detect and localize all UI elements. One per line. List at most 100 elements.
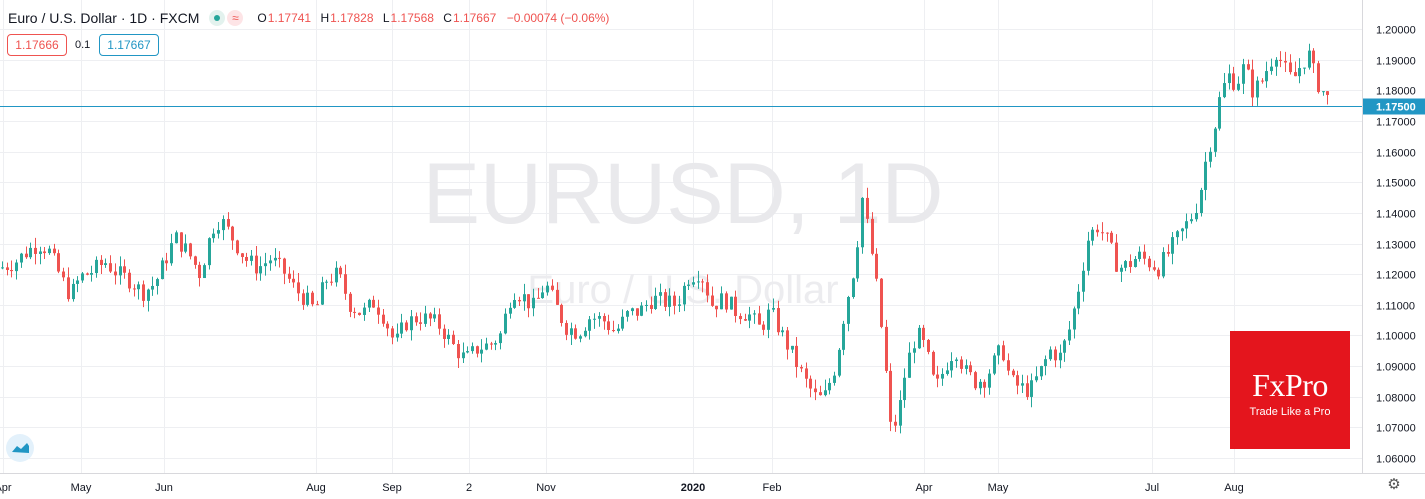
candle-body: [1232, 73, 1235, 90]
candle-body: [1251, 69, 1254, 98]
candle-body: [142, 284, 145, 301]
candle-body: [513, 299, 516, 308]
candle-body: [217, 230, 220, 234]
time-axis[interactable]: Apr May Jun Aug Sep 2 Nov 2020 Feb Apr May Jul Aug: [0, 482, 1244, 494]
candle-body: [1284, 60, 1287, 63]
candle-body: [81, 273, 84, 281]
ask-price-box[interactable]: 1.17667: [99, 34, 159, 56]
candle-body: [1120, 267, 1123, 272]
candle-body: [687, 284, 690, 286]
candle-body: [175, 232, 178, 244]
low-value: 1.17568: [390, 11, 434, 25]
candle-body: [72, 283, 75, 300]
candle-body: [1096, 229, 1099, 233]
price-tick-label: 1.13000: [1376, 240, 1416, 252]
candle-body: [161, 260, 164, 280]
candle-body: [67, 277, 70, 300]
candle-body: [922, 327, 925, 340]
candle-body: [368, 299, 371, 308]
candle-body: [1326, 91, 1329, 95]
candle-body: [861, 197, 864, 248]
time-tick-label: Feb: [763, 482, 782, 494]
gear-icon[interactable]: ⚙: [1387, 476, 1401, 493]
candle-body: [795, 345, 798, 368]
candle-body: [913, 348, 916, 353]
symbol-title[interactable]: Euro / U.S. Dollar · 1D · FXCM: [8, 10, 200, 26]
candle-body: [1214, 128, 1217, 152]
green-dot-icon[interactable]: [209, 10, 226, 26]
time-tick-label: May: [988, 482, 1009, 494]
candle-body: [212, 233, 215, 239]
candle-body: [438, 314, 441, 329]
candle-body: [490, 343, 493, 345]
candle-body: [697, 281, 700, 283]
price-tick-label: 1.06000: [1376, 454, 1416, 466]
candle-body: [353, 311, 356, 313]
candle-body: [997, 345, 1000, 356]
change-value: −0.00074 (−0.06%): [506, 11, 610, 25]
candle-body: [871, 218, 874, 254]
price-tick-label: 1.19000: [1376, 56, 1416, 68]
price-axis[interactable]: 1.20000 1.19000 1.18000 1.17000 1.16000 1.150…: [1376, 25, 1416, 466]
candle-body: [95, 259, 98, 274]
candle-body: [974, 372, 977, 389]
candle-body: [1115, 242, 1118, 272]
candle-body: [391, 328, 394, 338]
candle-body: [452, 334, 455, 345]
candle-body: [941, 373, 944, 379]
candle-body: [1270, 66, 1273, 72]
candle-body: [151, 285, 154, 290]
candle-body: [405, 322, 408, 331]
bid-price-box[interactable]: 1.17666: [7, 34, 67, 56]
candle-body: [833, 375, 836, 383]
candle-body: [1059, 352, 1062, 361]
candle-body: [429, 313, 432, 319]
candle-body: [932, 351, 935, 375]
wave-icon[interactable]: ≈: [227, 10, 244, 26]
candle-body: [979, 381, 982, 389]
price-tick-label: 1.20000: [1376, 25, 1416, 37]
price-tick-label: 1.09000: [1376, 362, 1416, 374]
candle-body: [969, 365, 972, 373]
candle-body: [617, 328, 620, 332]
candle-body: [866, 197, 869, 219]
candle-body: [824, 390, 827, 396]
candle-body: [1134, 259, 1137, 267]
candle-body: [880, 278, 883, 327]
candle-body: [1322, 91, 1325, 93]
time-tick-label: 2: [466, 482, 472, 494]
candle-body: [574, 328, 577, 339]
candle-body: [621, 316, 624, 329]
candle-body: [1007, 360, 1010, 371]
tradingview-logo-icon[interactable]: [6, 434, 34, 462]
candle-body: [90, 273, 93, 275]
candle-body: [48, 248, 51, 254]
time-tick-label: Jul: [1145, 482, 1159, 494]
candle-body: [842, 323, 845, 350]
candle-body: [593, 318, 596, 320]
candle-body: [335, 267, 338, 283]
candle-body: [946, 370, 949, 374]
candle-body: [683, 285, 686, 305]
candle-body: [76, 280, 79, 284]
candle-body: [128, 272, 131, 289]
candle-body: [1162, 252, 1165, 277]
candle-body: [584, 330, 587, 337]
candle-body: [983, 381, 986, 388]
candle-body: [734, 296, 737, 316]
candle-body: [579, 336, 582, 339]
candle-body: [556, 289, 559, 305]
candle-body: [819, 392, 822, 396]
candle-body: [156, 279, 159, 286]
candle-body: [292, 278, 295, 283]
candle-body: [1190, 219, 1193, 222]
candle-body: [527, 294, 530, 309]
candle-body: [114, 271, 117, 276]
candle-body: [1298, 68, 1301, 77]
candle-body: [650, 304, 653, 309]
hline-label-bg: [1363, 98, 1425, 115]
candle-body: [800, 367, 803, 369]
candle-body: [1035, 376, 1038, 381]
